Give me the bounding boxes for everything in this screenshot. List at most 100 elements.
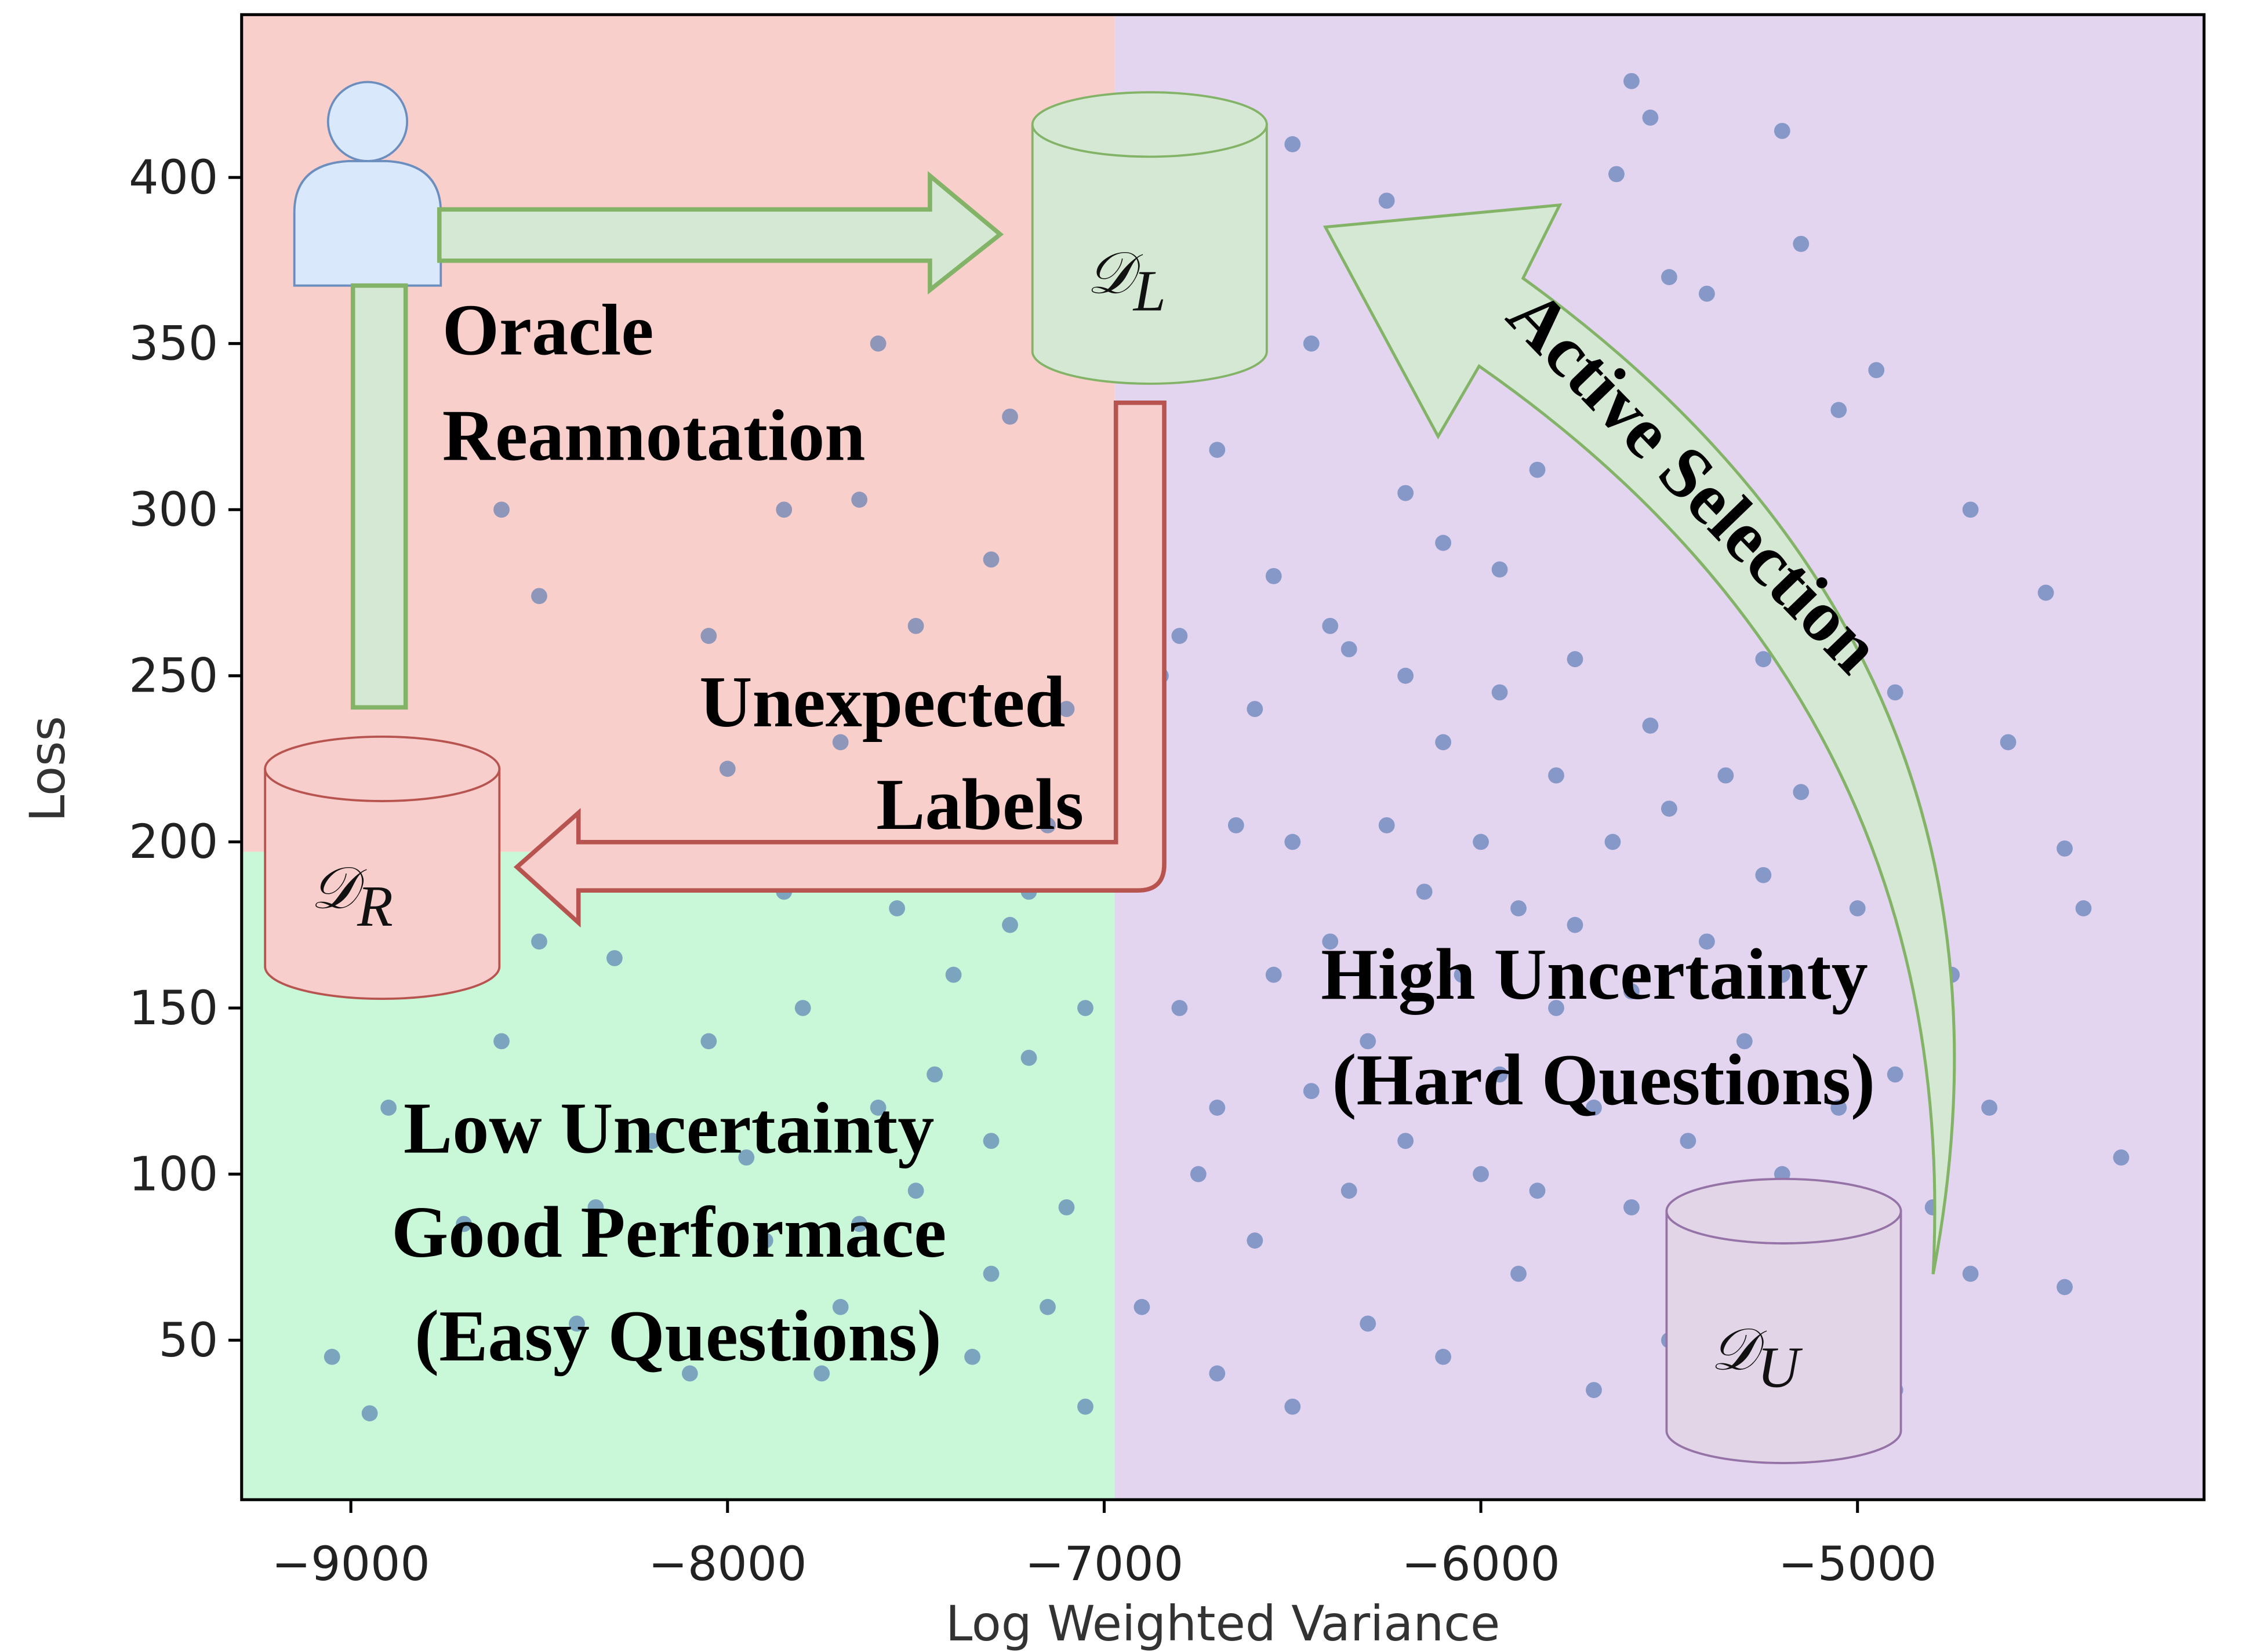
point	[813, 1365, 830, 1382]
point	[1473, 834, 1489, 850]
point	[1435, 734, 1452, 751]
point	[870, 1100, 887, 1116]
point	[2057, 1279, 2073, 1296]
point	[700, 628, 717, 644]
point	[1491, 684, 1508, 701]
point	[1491, 1066, 1508, 1083]
point	[1529, 461, 1546, 478]
person-head	[326, 81, 409, 162]
point	[757, 1232, 773, 1249]
point	[531, 933, 547, 950]
active-arrow	[1323, 203, 1956, 1275]
point	[1284, 136, 1301, 152]
point	[531, 588, 547, 605]
point	[380, 1100, 397, 1116]
y-tick-label: 250	[129, 649, 218, 704]
point	[1661, 800, 1677, 817]
point	[1755, 867, 1772, 883]
point	[1002, 408, 1018, 425]
point	[1058, 701, 1075, 718]
point	[1209, 1365, 1226, 1382]
point	[1190, 1166, 1207, 1182]
unexpected-arrow	[513, 401, 1167, 928]
subscript: L	[1132, 259, 1166, 323]
cylinder-dl	[1031, 123, 1268, 385]
point	[889, 900, 906, 916]
note-line: Reannotation	[442, 395, 866, 476]
point	[1604, 834, 1621, 850]
point	[1209, 442, 1226, 458]
point	[1378, 192, 1395, 209]
point	[1360, 1033, 1376, 1050]
point	[832, 734, 849, 751]
point	[1567, 916, 1583, 933]
point	[700, 1033, 717, 1050]
point	[1360, 1315, 1376, 1332]
y-tick-label: 300	[129, 483, 218, 537]
point	[1303, 1083, 1320, 1100]
point	[1736, 1033, 1753, 1050]
point	[983, 1265, 1000, 1282]
point	[1378, 817, 1395, 834]
dr-label: 𝒟R	[310, 856, 393, 938]
cylinder-du-top	[1665, 1178, 1902, 1245]
point	[738, 1149, 755, 1166]
point	[569, 1315, 585, 1332]
x-tick-label: −6000	[1401, 1537, 1560, 1592]
axes: −9000 −8000 −7000 −6000 −5000 50 100 150 200 250 3…	[129, 13, 2206, 1592]
point	[1887, 684, 1903, 701]
point	[1322, 617, 1339, 634]
point	[719, 760, 736, 777]
subscript: R	[357, 874, 393, 938]
point	[1698, 933, 1715, 950]
cylinder-du	[1665, 1210, 1902, 1464]
point	[1397, 667, 1414, 684]
point	[1661, 269, 1677, 285]
point	[1642, 110, 1659, 126]
point	[1284, 834, 1301, 850]
y-axis-label: Loss	[20, 716, 76, 822]
x-tick-label: −9000	[271, 1537, 430, 1592]
person-body	[293, 160, 442, 287]
y-tick-label: 100	[129, 1147, 218, 1202]
point	[324, 1348, 340, 1365]
y-tick-label: 50	[159, 1313, 219, 1368]
point	[1020, 1050, 1037, 1066]
point	[1698, 285, 1715, 302]
point	[644, 1133, 660, 1149]
low-note: Low Uncertainty Good Performace (Easy Qu…	[391, 1087, 965, 1377]
regions	[241, 14, 2204, 1500]
point	[2113, 1149, 2130, 1166]
point	[1623, 72, 1640, 89]
point	[907, 617, 924, 634]
point	[1680, 1133, 1696, 1149]
point	[983, 551, 1000, 568]
point	[1265, 567, 1282, 584]
point	[1774, 122, 1790, 139]
note-line: Good Performace	[391, 1192, 946, 1273]
point	[1849, 900, 1866, 916]
oracle-note: Oracle Reannotation	[442, 289, 866, 476]
point	[964, 1348, 980, 1365]
point	[2075, 900, 2092, 916]
point	[1473, 1166, 1489, 1182]
point	[1397, 1133, 1414, 1149]
point	[1284, 1398, 1301, 1415]
point	[1491, 561, 1508, 578]
y-tick-label: 350	[129, 316, 218, 371]
point	[1623, 983, 1640, 1000]
oracle-arrow	[437, 171, 1004, 295]
point	[1209, 1100, 1226, 1116]
point	[1435, 1348, 1452, 1365]
point	[1171, 1000, 1188, 1016]
point	[1962, 501, 1979, 518]
point	[1586, 1382, 1602, 1398]
point	[870, 335, 887, 352]
point	[1340, 1182, 1357, 1199]
x-tick-label: −5000	[1778, 1537, 1937, 1592]
point	[1322, 933, 1339, 950]
point	[1793, 784, 1810, 800]
point	[983, 1133, 1000, 1149]
